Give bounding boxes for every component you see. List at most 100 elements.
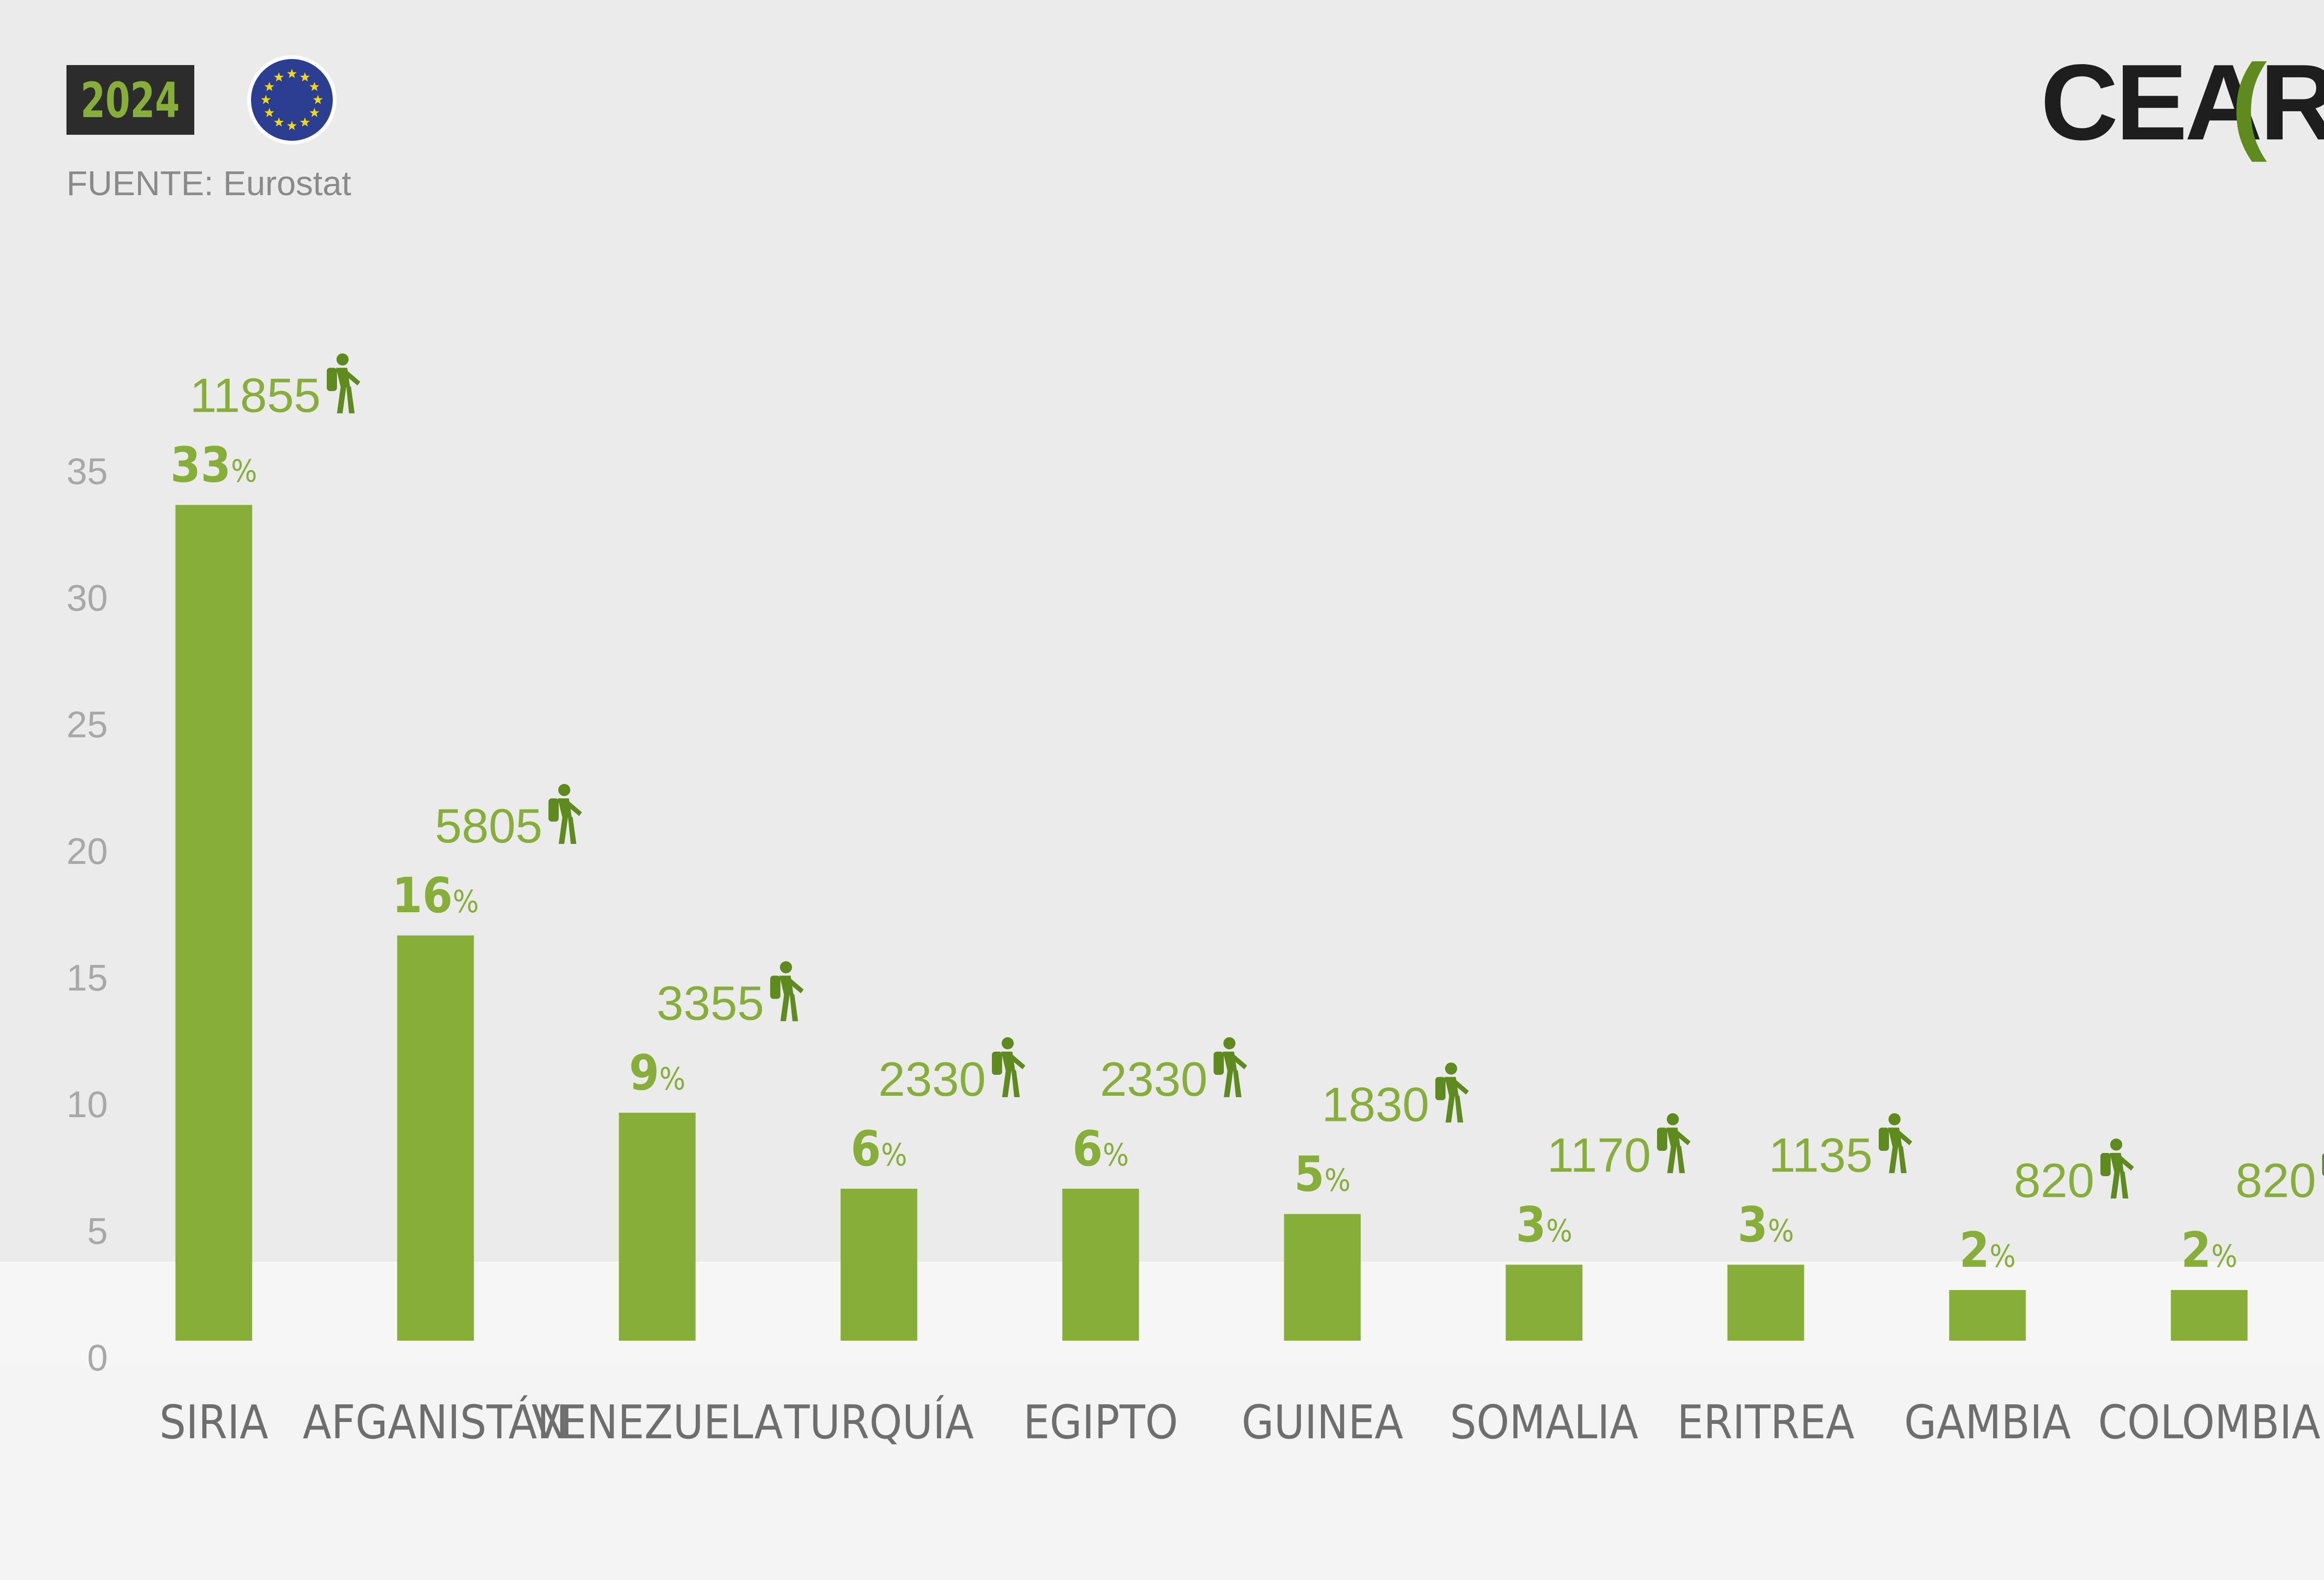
floor-lower-band: [0, 1366, 2324, 1580]
percent-sign: %: [2211, 1238, 2237, 1274]
percent-label: 16%: [392, 867, 479, 924]
eu-star-icon: [287, 69, 297, 78]
percent-sign: %: [1768, 1213, 1794, 1249]
percent-sign: %: [231, 454, 257, 489]
logo-letter-r: R: [2260, 42, 2324, 163]
category-label: GAMBIA: [1904, 1395, 2071, 1449]
eu-star-icon: [287, 121, 297, 130]
percent-label: 2%: [2181, 1222, 2238, 1278]
hiker-with-backpack-icon: [1879, 1113, 1912, 1173]
logo-text: CEA: [2040, 42, 2260, 163]
bar: [1727, 1264, 1804, 1341]
hiker-with-backpack-icon: [1657, 1113, 1690, 1173]
y-axis: 0 5 10 15 20 25 30 35: [66, 451, 108, 1379]
percent-value: 16: [392, 867, 453, 924]
cear-logo: CEA ( R ): [2040, 42, 2324, 163]
percent-label: 33%: [171, 437, 257, 494]
y-tick-label: 5: [87, 1211, 108, 1252]
logo-bracket-open: (: [2231, 42, 2267, 163]
percent-label: 6%: [1072, 1120, 1129, 1177]
hiker-with-backpack-icon: [1214, 1037, 1247, 1097]
category-label: ERITREA: [1677, 1395, 1855, 1449]
y-tick-label: 20: [66, 830, 108, 872]
percent-label: 6%: [851, 1120, 907, 1177]
percent-value: 6: [1072, 1120, 1103, 1177]
count-label: 1135: [1769, 1129, 1873, 1183]
count-label: 5805: [435, 799, 542, 853]
eu-star-icon: [300, 117, 310, 127]
percent-sign: %: [1989, 1238, 2015, 1274]
hiker-with-backpack-icon: [770, 961, 804, 1021]
category-label: SOMALIA: [1450, 1395, 1638, 1449]
percent-value: 5: [1294, 1146, 1324, 1203]
percent-sign: %: [1324, 1163, 1350, 1198]
hiker-with-backpack-icon: [1435, 1062, 1469, 1123]
percent-value: 2: [1959, 1222, 1989, 1278]
count-label: 1830: [1322, 1078, 1429, 1132]
percent-value: 3: [1516, 1197, 1546, 1253]
percent-label: 2%: [1959, 1222, 2016, 1278]
hiker-with-backpack-icon: [992, 1037, 1025, 1097]
eu-star-icon: [274, 72, 284, 82]
percent-label: 5%: [1294, 1146, 1351, 1203]
bar: [1505, 1264, 1583, 1341]
percent-value: 2: [2181, 1222, 2211, 1278]
percent-sign: %: [1546, 1213, 1572, 1249]
source-label: FUENTE: Eurostat: [66, 164, 351, 203]
count-label: 2330: [878, 1053, 986, 1106]
bar: [1062, 1189, 1139, 1341]
percent-sign: %: [881, 1137, 907, 1173]
bar: [2171, 1290, 2248, 1341]
eu-star-icon: [264, 108, 274, 117]
y-tick-label: 0: [87, 1337, 108, 1378]
count-label: 2330: [1100, 1053, 1208, 1106]
category-label: GUINEA: [1241, 1395, 1403, 1449]
hiker-with-backpack-icon: [327, 353, 360, 414]
bar: [1284, 1214, 1361, 1341]
eu-star-icon: [313, 95, 323, 104]
category-label: SIRIA: [159, 1395, 268, 1449]
count-label: 820: [2014, 1154, 2094, 1208]
eu-star-icon: [264, 82, 274, 91]
eu-star-icon: [310, 108, 319, 117]
count-label: 11855: [190, 369, 321, 423]
year-badge-box: [66, 65, 194, 135]
category-label: VENEZUELA: [532, 1395, 783, 1449]
bar: [1949, 1290, 2026, 1341]
percent-sign: %: [659, 1061, 685, 1097]
y-tick-label: 30: [66, 577, 108, 619]
eu-flag-icon: [247, 55, 337, 145]
y-tick-label: 15: [66, 957, 108, 999]
year-badge: 2024: [66, 65, 194, 135]
year-label: 2024: [80, 73, 180, 129]
category-label: TURQUÍA: [784, 1395, 974, 1449]
percent-sign: %: [1103, 1137, 1129, 1173]
eu-star-icon: [310, 82, 319, 91]
eu-star-icon: [300, 72, 310, 82]
y-tick-label: 25: [66, 704, 108, 745]
percent-value: 9: [629, 1045, 659, 1101]
bar: [840, 1189, 918, 1341]
percent-sign: %: [453, 884, 479, 920]
percent-label: 3%: [1737, 1197, 1794, 1253]
count-label: 820: [2235, 1154, 2316, 1208]
eu-star-icon: [261, 95, 271, 104]
hiker-with-backpack-icon: [2322, 1153, 2324, 1176]
category-label: COLOMBIA: [2098, 1395, 2320, 1449]
category-label: AFGANISTÁN: [303, 1395, 568, 1449]
percent-label: 3%: [1516, 1197, 1572, 1253]
count-label: 1170: [1547, 1129, 1651, 1183]
percent-value: 3: [1737, 1197, 1768, 1253]
eu-star-icon: [274, 117, 284, 127]
percent-label: 9%: [629, 1045, 686, 1101]
bar: [397, 935, 474, 1341]
hiker-with-backpack-icon: [2100, 1139, 2134, 1198]
bar: [619, 1113, 696, 1341]
count-label: 3355: [657, 977, 764, 1031]
hiker-with-backpack-icon: [548, 784, 582, 844]
value-labels: 33%1185516%58059%33556%23306%23305%18303…: [171, 353, 2324, 1278]
percent-value: 33: [171, 437, 231, 494]
bar: [175, 505, 252, 1341]
